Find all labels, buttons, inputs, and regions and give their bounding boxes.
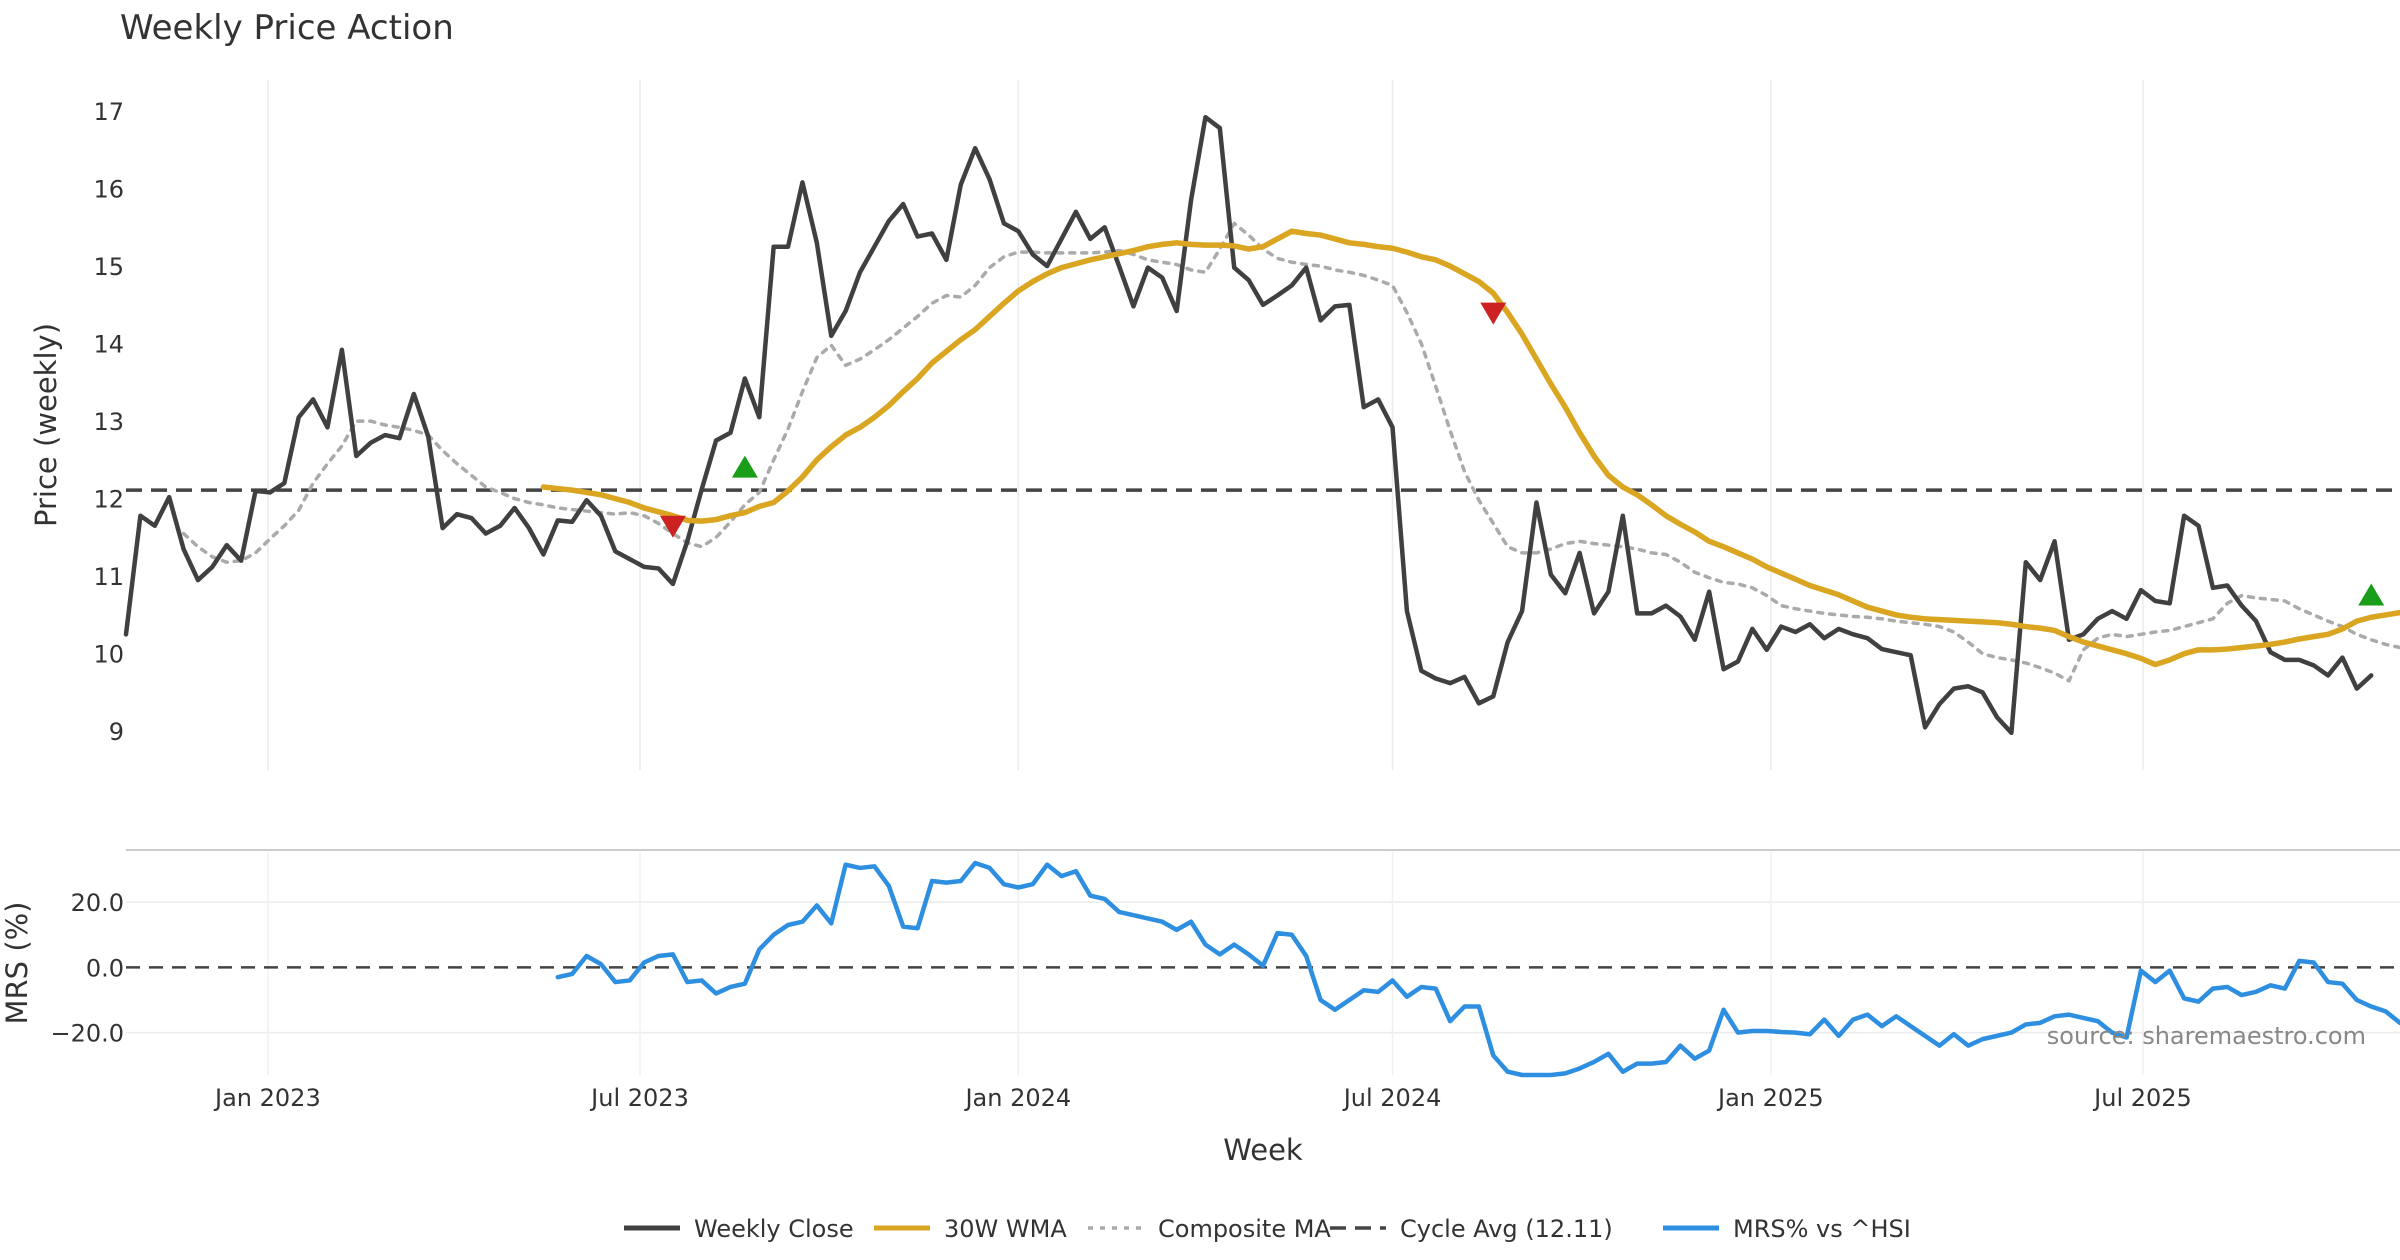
price-y-tick-label: 17 <box>93 98 124 126</box>
mrs-gridlines <box>126 852 2400 1075</box>
price-y-tick-label: 11 <box>93 563 124 591</box>
x-axis-ticks: Jan 2023 Jul 2023 Jan 2024 Jul 2024 Jan 2025… <box>213 1084 2192 1112</box>
source-annotation: source: sharemaestro.com <box>2047 1022 2366 1050</box>
mrs-y-tick-label: 0.0 <box>86 954 124 982</box>
x-tick-label: Jan 2024 <box>963 1084 1071 1112</box>
legend-entry-label: 30W WMA <box>944 1215 1067 1243</box>
mrs-y-axis-label: MRS (%) <box>0 902 34 1025</box>
x-tick-label: Jan 2025 <box>1716 1084 1824 1112</box>
price-y-tick-label: 14 <box>93 331 124 359</box>
price-y-tick-label: 16 <box>93 176 124 204</box>
x-tick-label: Jul 2025 <box>2092 1084 2192 1112</box>
signal-markers <box>659 302 2385 606</box>
weekly-close-line <box>123 114 2374 736</box>
mrs-series <box>126 860 2400 1078</box>
x-tick-label: Jan 2023 <box>213 1084 321 1112</box>
sell-signal-marker <box>659 515 686 538</box>
price-y-tick-label: 15 <box>93 253 124 281</box>
x-tick-label: Jul 2024 <box>1342 1084 1442 1112</box>
mrs-line <box>555 860 2400 1078</box>
legend-entry-label: Weekly Close <box>694 1215 854 1243</box>
chart-title: Weekly Price Action <box>120 8 454 48</box>
mrs-y-ticks: 20.0 0.0 −20.0 <box>50 889 124 1047</box>
mrs-panel: 20.0 0.0 −20.0 <box>50 849 2400 1078</box>
mrs-y-tick-label: −20.0 <box>50 1020 124 1048</box>
buy-signal-marker <box>731 455 758 478</box>
x-tick-label: Jul 2023 <box>589 1084 689 1112</box>
price-panel: 9 10 11 12 13 14 15 16 17 <box>93 80 2400 770</box>
legend: Weekly Close 30W WMA Composite MA Cycle Avg… <box>624 1215 1911 1243</box>
price-y-tick-label: 12 <box>93 486 124 514</box>
sell-signal-marker <box>1480 302 1507 325</box>
composite-ma-line <box>181 221 2400 683</box>
legend-entry-label: Cycle Avg (12.11) <box>1400 1215 1613 1243</box>
price-gridlines <box>267 80 2144 770</box>
price-y-axis-label: Price (weekly) <box>29 323 63 527</box>
legend-entry-label: Composite MA <box>1158 1215 1331 1243</box>
price-y-tick-label: 13 <box>93 408 124 436</box>
price-y-tick-label: 10 <box>93 641 124 669</box>
price-y-tick-label: 9 <box>109 718 124 746</box>
price-y-ticks: 9 10 11 12 13 14 15 16 17 <box>93 98 124 746</box>
wma-30w-line <box>540 228 2400 668</box>
price-series <box>123 114 2400 736</box>
x-axis-label: Week <box>1223 1133 1303 1167</box>
mrs-y-tick-label: 20.0 <box>71 889 124 917</box>
buy-signal-marker <box>2358 583 2385 606</box>
legend-entry-label: MRS% vs ^HSI <box>1733 1215 1911 1243</box>
